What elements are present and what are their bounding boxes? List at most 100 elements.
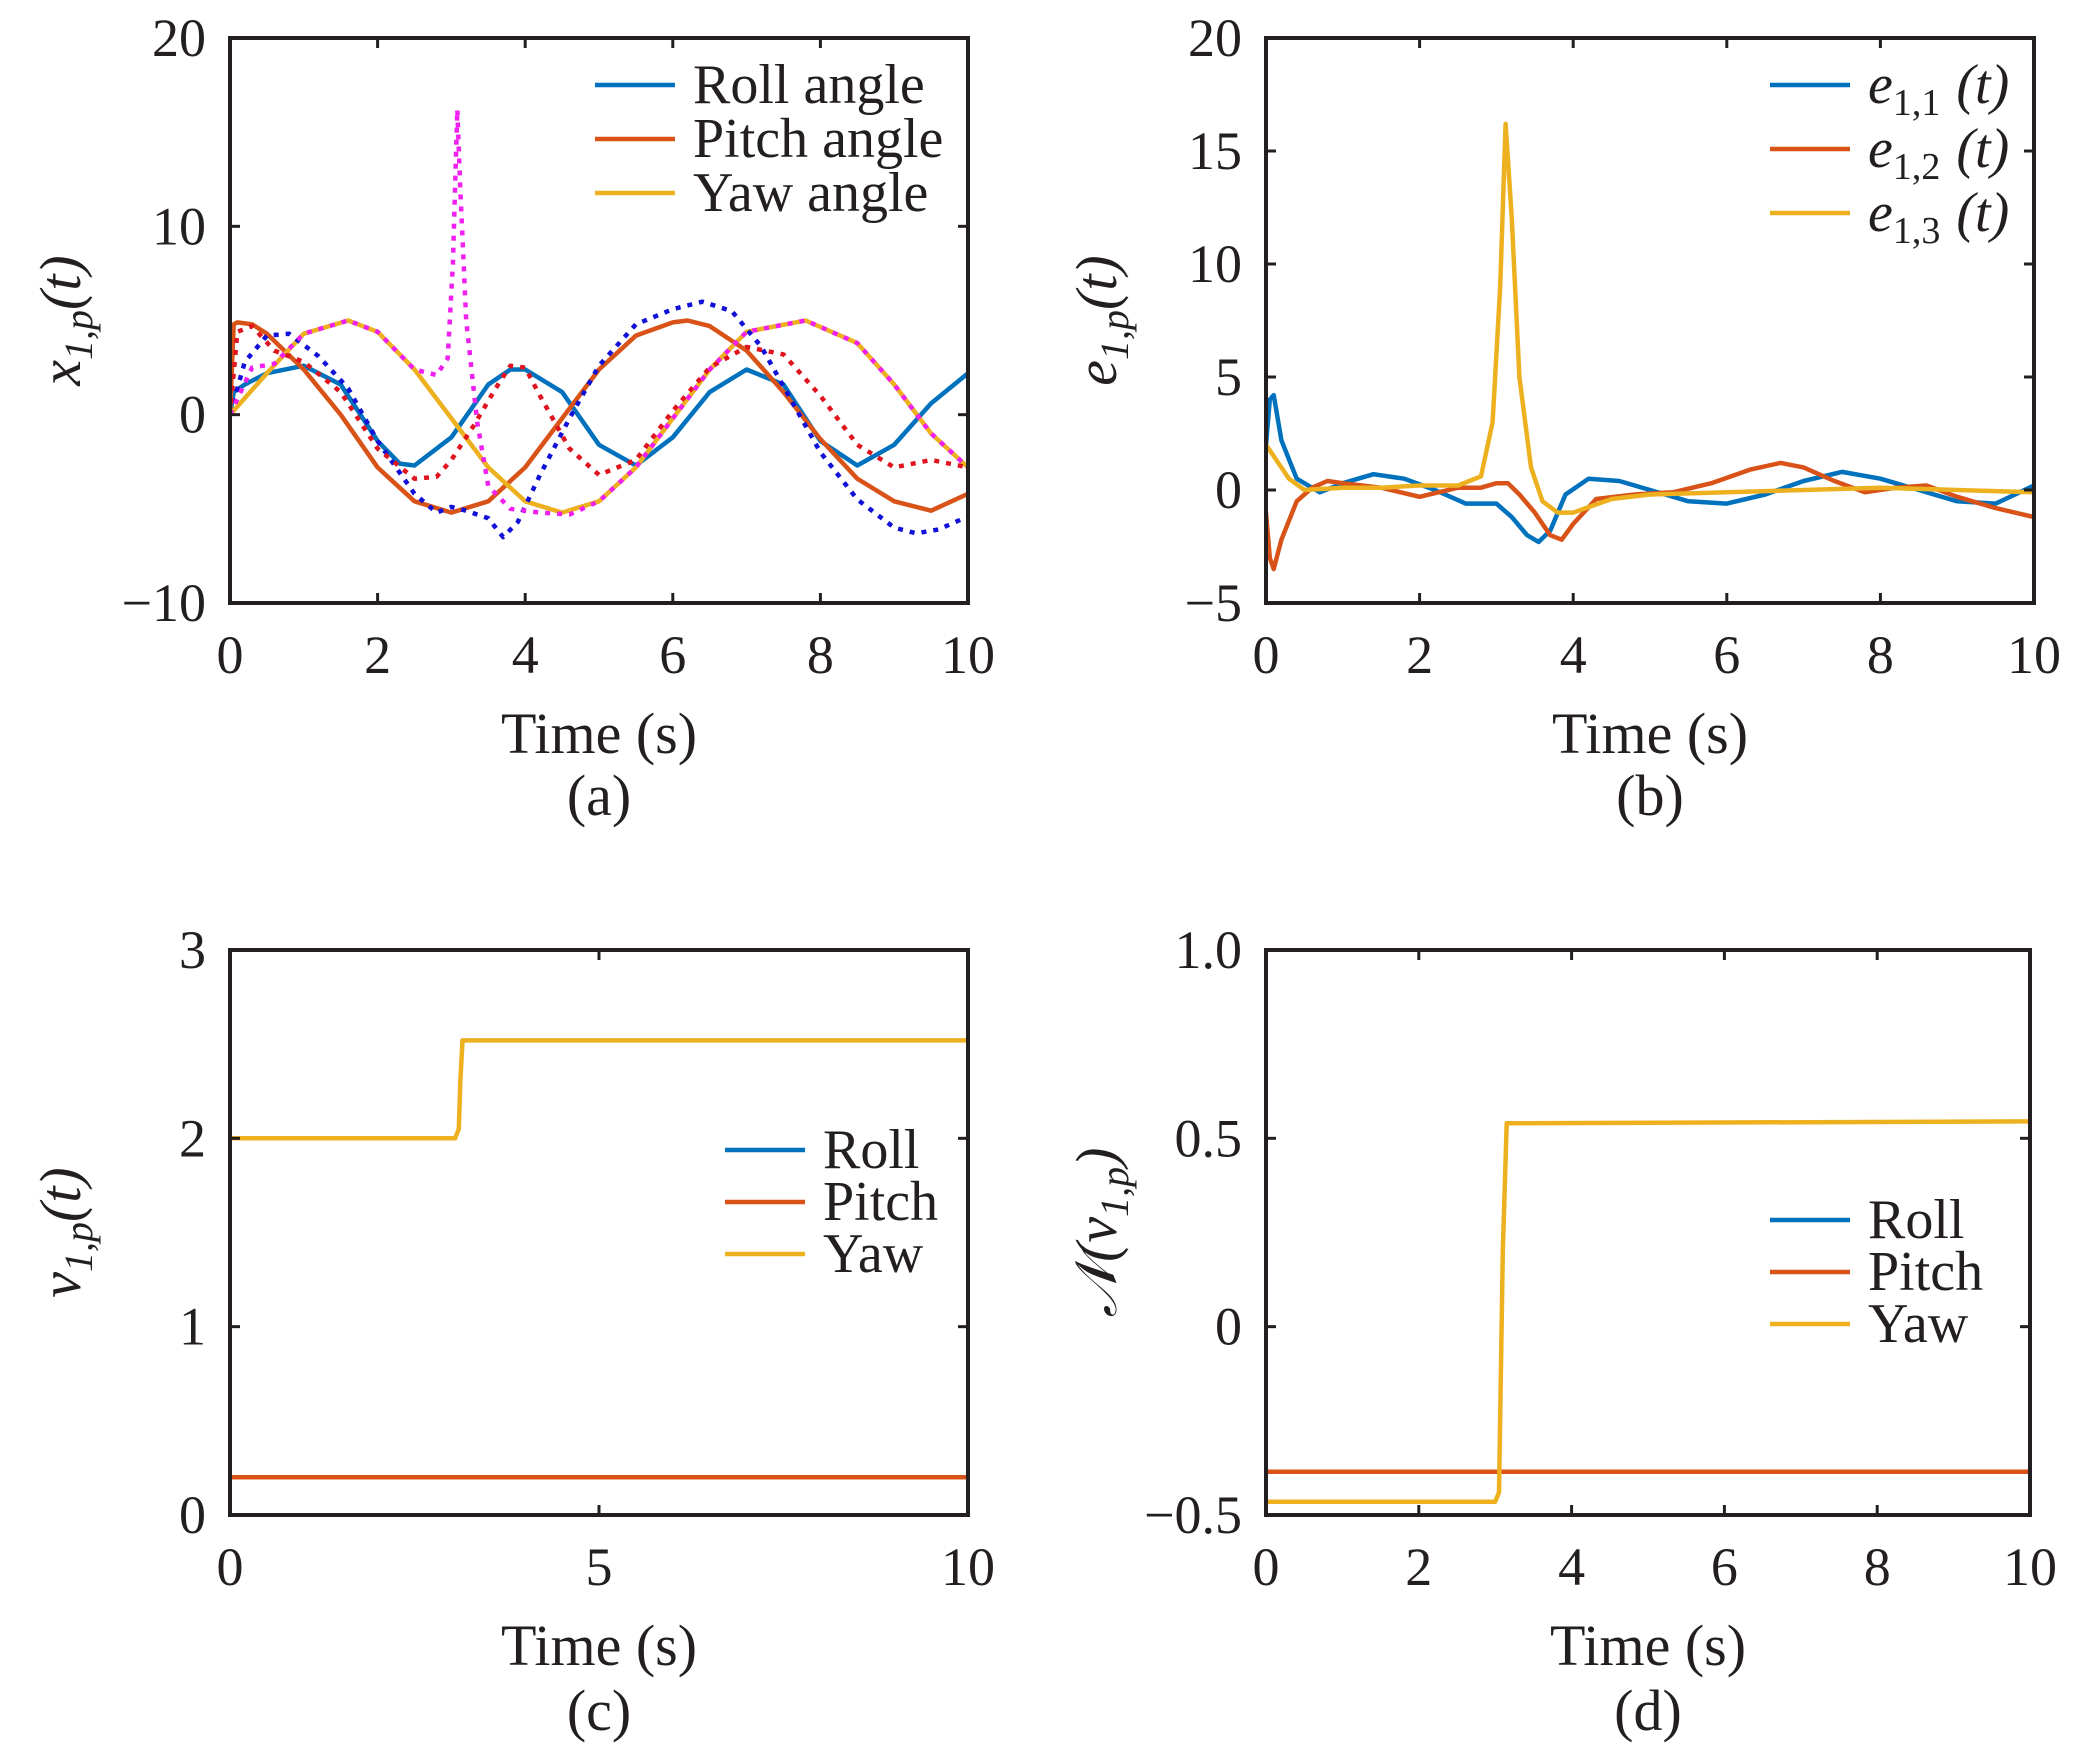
y-label-sub: 1,p <box>1092 1167 1137 1217</box>
series-group <box>1266 1119 2030 1505</box>
y-tick-label: −10 <box>122 573 206 633</box>
x-tick-label: 2 <box>364 625 391 685</box>
y-tick-label: 1 <box>179 1297 206 1357</box>
legend-label: Pitch <box>823 1171 938 1233</box>
legend-label-main: e <box>1868 118 1893 180</box>
panel-caption: (b) <box>1616 763 1684 828</box>
y-tick-label: 0 <box>1215 1297 1242 1357</box>
y-label-main: 𝒩(v <box>1064 1217 1129 1318</box>
y-label-sub: 1,p <box>1092 310 1137 360</box>
x-tick-label: 6 <box>659 625 686 685</box>
legend-label-arg: (t) <box>1956 118 2009 180</box>
legend-label-main: e <box>1868 182 1893 244</box>
legend-label-sub: 1,3 <box>1893 210 1941 252</box>
y-axis-label: x1,p(t) <box>28 255 101 387</box>
legend-label: Pitch angle <box>693 108 943 170</box>
x-tick-label: 6 <box>1711 1537 1738 1597</box>
panel-caption: (c) <box>567 1678 631 1743</box>
series-line-1 <box>1266 460 2034 572</box>
x-tick-label: 8 <box>1867 625 1894 685</box>
y-tick-label: −0.5 <box>1144 1485 1242 1545</box>
legend-label-main: e <box>1868 54 1893 116</box>
y-tick-label: 5 <box>1215 347 1242 407</box>
x-tick-label: 8 <box>1864 1537 1891 1597</box>
series-line-4 <box>230 323 968 481</box>
y-tick-label: 15 <box>1188 121 1242 181</box>
y-axis-label-text: x1,p(t) <box>28 255 101 387</box>
y-label-arg: (t) <box>28 255 93 310</box>
y-label-sub: 1,p <box>56 1222 101 1272</box>
panel-caption: (a) <box>567 763 631 828</box>
series-group <box>230 1038 968 1480</box>
series-line-2 <box>1266 1119 2030 1505</box>
legend-label: Yaw <box>1868 1293 1969 1355</box>
x-tick-label: 0 <box>1253 1537 1280 1597</box>
x-axis-label: Time (s) <box>1552 701 1748 766</box>
legend-label: e1,2 (t) <box>1868 118 2009 188</box>
legend-label: Yaw <box>823 1223 924 1285</box>
series-line-2 <box>230 1038 968 1141</box>
legend-label-arg: (t) <box>1956 54 2009 116</box>
y-tick-label: 0.5 <box>1175 1108 1243 1168</box>
y-tick-label: 10 <box>152 196 206 256</box>
y-axis-label: e1,p(t) <box>1064 255 1137 386</box>
plot-frame <box>1264 948 2032 1517</box>
x-tick-label: 6 <box>1713 625 1740 685</box>
y-axis-label-text: e1,p(t) <box>1064 255 1137 386</box>
y-label-main: e <box>1064 360 1129 386</box>
y-label-arg: (t) <box>1064 255 1129 310</box>
x-tick-label: 0 <box>1253 625 1280 685</box>
y-tick-label: 20 <box>152 8 206 68</box>
x-tick-label: 8 <box>807 625 834 685</box>
y-tick-label: 0 <box>179 1485 206 1545</box>
y-tick-label: 3 <box>179 920 206 980</box>
series-group <box>1266 121 2034 572</box>
legend-label: Roll <box>823 1119 919 1181</box>
y-label-main: v <box>28 1272 93 1298</box>
y-tick-label: 0 <box>179 385 206 445</box>
y-label-sub: 1,p <box>56 310 101 360</box>
y-axis-label-text: v1,p(t) <box>28 1167 101 1298</box>
y-label-arg: (t) <box>28 1167 93 1222</box>
y-tick-label: 1.0 <box>1175 920 1243 980</box>
x-tick-label: 4 <box>1560 625 1587 685</box>
y-tick-label: 20 <box>1188 8 1242 68</box>
series-line-1 <box>230 318 968 515</box>
legend-label: Yaw angle <box>693 162 928 224</box>
x-axis-label: Time (s) <box>1550 1613 1746 1678</box>
series-line-0 <box>1266 392 2034 545</box>
y-tick-label: −5 <box>1185 573 1242 633</box>
legend-label: e1,3 (t) <box>1868 182 2009 252</box>
x-tick-label: 10 <box>2003 1537 2057 1597</box>
x-tick-label: 0 <box>217 625 244 685</box>
legend-label: Roll <box>1868 1189 1964 1251</box>
legend-label-sub: 1,2 <box>1893 146 1941 188</box>
plot-frame <box>228 36 970 605</box>
y-axis-label-text: 𝒩(v1,p) <box>1064 1148 1137 1318</box>
series-line-2 <box>1266 121 2034 515</box>
x-axis-label: Time (s) <box>501 1613 697 1678</box>
legend-label: e1,1 (t) <box>1868 54 2009 124</box>
x-tick-label: 4 <box>1558 1537 1585 1597</box>
y-label-arg: ) <box>1064 1148 1129 1170</box>
x-tick-label: 4 <box>512 625 539 685</box>
x-tick-label: 0 <box>217 1537 244 1597</box>
legend-label: Pitch <box>1868 1241 1983 1303</box>
x-tick-label: 10 <box>2007 625 2061 685</box>
x-tick-label: 10 <box>941 625 995 685</box>
y-tick-label: 0 <box>1215 460 1242 520</box>
y-label-main: x <box>28 360 93 387</box>
x-tick-label: 2 <box>1406 625 1433 685</box>
legend-label-sub: 1,1 <box>1893 82 1941 124</box>
x-axis-label: Time (s) <box>501 701 697 766</box>
series-line-5 <box>230 107 968 517</box>
legend-label-arg: (t) <box>1956 182 2009 244</box>
series-group <box>230 107 968 540</box>
